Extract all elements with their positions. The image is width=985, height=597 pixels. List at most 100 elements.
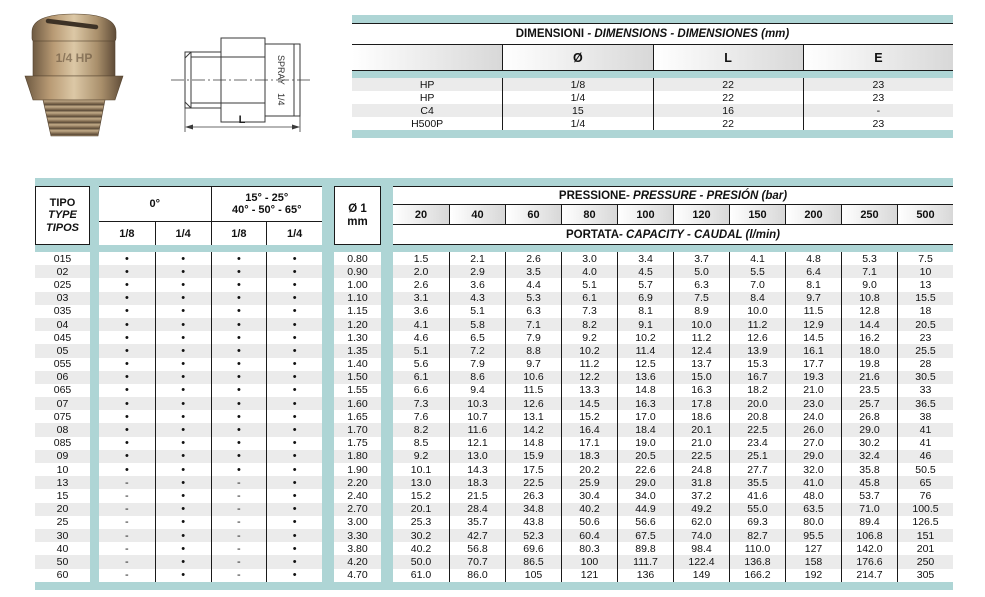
orifice-diameter-cell: 1.70 [347,424,368,437]
capacity-value-cell: 33 [897,383,953,398]
capacity-value-cell: 121 [561,568,617,582]
capacity-value-cell: 29.0 [617,476,673,490]
teal-divider [322,515,334,529]
capacity-value-cell: 21.0 [673,436,729,450]
capacity-title-rest: - CAPACITY - CAUDAL (l/min) [619,228,781,241]
capacity-value-cell: 7.5 [897,252,953,266]
capacity-value-cell: 76 [897,489,953,503]
availability-mark: • [266,357,322,371]
capacity-value-cell: 8.2 [561,317,617,332]
availability-mark: • [266,449,322,463]
capacity-value-cell: 13.1 [505,410,561,424]
angle-subcolumns-row: 1/8 1/4 1/8 1/4 [99,222,322,245]
pressure-value-header: 200 [785,205,841,224]
teal-divider [90,449,99,463]
table-row: 075 • • • • 1.65 7.6 10.7 13.1 15.2 17.0 18.6 20.8 24… [35,410,953,424]
teal-divider [322,502,334,516]
capacity-value-cell: 74.0 [673,528,729,543]
capacity-value-cell: 18.2 [729,383,785,398]
capacity-value-cell: 158 [785,555,841,569]
drawing-size-text: 1/4 [276,93,286,106]
capacity-value-cell: 52.3 [505,528,561,543]
capacity-value-cell: 12.4 [673,344,729,358]
table-row: 06 • • • • 1.50 6.1 8.6 10.6 12.2 13.6 15.0 16.7 19.3… [35,370,953,384]
capacity-value-cell: 22.6 [617,463,673,477]
capacity-value-cell: 16.1 [785,344,841,358]
capacity-value-cell: 16.3 [617,397,673,411]
table-row: 10 • • • • 1.90 10.1 14.3 17.5 20.2 22.6 24.8 27.7 32… [35,463,953,477]
teal-divider [90,502,99,516]
dim-col-header-e: E [802,45,953,70]
capacity-value-cell: 30.4 [561,489,617,503]
capacity-value-cell: 250 [897,555,953,569]
teal-divider [381,265,393,279]
table-row: 02 • • • • 0.90 2.0 2.9 3.5 4.0 4.5 5.0 5.5 6.4 7.1 10 [35,265,953,279]
availability-mark: • [210,331,267,345]
type-cell: 20 [56,503,69,516]
teal-divider [90,252,99,266]
teal-divider [381,304,393,318]
capacity-value-cell: 5.1 [413,344,429,357]
dim-table-cell: 1/8 [502,78,652,91]
drawing-spray-text: SPRAY [276,55,286,85]
capacity-value-cell: 4.8 [785,252,841,266]
availability-mark: • [124,305,129,318]
pressure-value-header: 500 [897,205,953,224]
availability-mark: • [154,370,211,384]
capacity-value-cell: 10.1 [410,463,432,476]
capacity-value-cell: 86.5 [505,555,561,569]
capacity-value-cell: 21.6 [841,370,897,384]
availability-mark: - [125,503,129,516]
availability-mark: • [210,317,267,332]
capacity-value-cell: 23.0 [785,397,841,411]
dimensions-table-title: DIMENSIONI - DIMENSIONS - DIMENSIONES (m… [352,23,953,45]
teal-divider [90,436,99,450]
availability-mark: • [266,252,322,266]
teal-divider [90,555,99,569]
capacity-value-cell: 111.7 [617,555,673,569]
capacity-value-cell: 5.1 [561,278,617,292]
subcol-wide-18: 1/8 [210,222,267,245]
capacity-value-cell: 1.5 [413,252,429,265]
capacity-value-cell: 5.6 [413,358,429,371]
orifice-diameter-cell: 3.30 [347,529,368,542]
capacity-value-cell: 4.6 [413,331,429,344]
availability-mark: • [210,449,267,463]
dim-col-header-blank [352,45,503,70]
capacity-value-cell: 13.6 [617,370,673,384]
capacity-value-cell: 27.0 [785,436,841,450]
teal-divider [90,278,99,292]
availability-mark: • [124,397,129,410]
teal-divider [90,291,99,305]
capacity-value-cell: 6.5 [449,331,505,345]
capacity-value-cell: 17.7 [785,357,841,371]
teal-divider [90,265,99,279]
capacity-value-cell: 16.7 [729,370,785,384]
table-row: 035 • • • • 1.15 3.6 5.1 6.3 7.3 8.1 8.9 10.0 11.5 12.… [35,304,953,318]
availability-mark: • [124,371,129,384]
pressure-title: PRESSIONE - PRESSURE - PRESIÓN (bar) [393,186,953,205]
capacity-value-cell: 6.1 [413,371,429,384]
capacity-value-cell: 30.2 [841,436,897,450]
capacity-value-cell: 11.2 [673,331,729,345]
capacity-value-cell: 9.7 [785,291,841,305]
capacity-value-cell: 192 [785,568,841,582]
pressure-value-header: 250 [841,205,897,224]
capacity-value-cell: 14.5 [785,331,841,345]
table-row: 09 • • • • 1.80 9.2 13.0 15.9 18.3 20.5 22.5 25.1 29.… [35,449,953,463]
teal-divider [90,410,99,424]
teal-divider [381,344,393,358]
capacity-value-cell: 3.6 [413,305,429,318]
table-row: 03 • • • • 1.10 3.1 4.3 5.3 6.1 6.9 7.5 8.4 9.7 10.8 15… [35,291,953,305]
capacity-value-cell: 40.2 [410,542,432,555]
capacity-value-cell: 7.9 [449,357,505,371]
capacity-value-cell: 95.5 [785,528,841,543]
teal-divider [90,383,99,398]
capacity-value-cell: 6.9 [617,291,673,305]
capacity-value-cell: 28.4 [449,502,505,516]
availability-mark: • [266,555,322,569]
capacity-value-cell: 29.0 [785,449,841,463]
orifice-diameter-cell: 1.10 [347,292,368,305]
availability-mark: • [266,291,322,305]
orifice-diameter-cell: 4.20 [347,555,368,568]
